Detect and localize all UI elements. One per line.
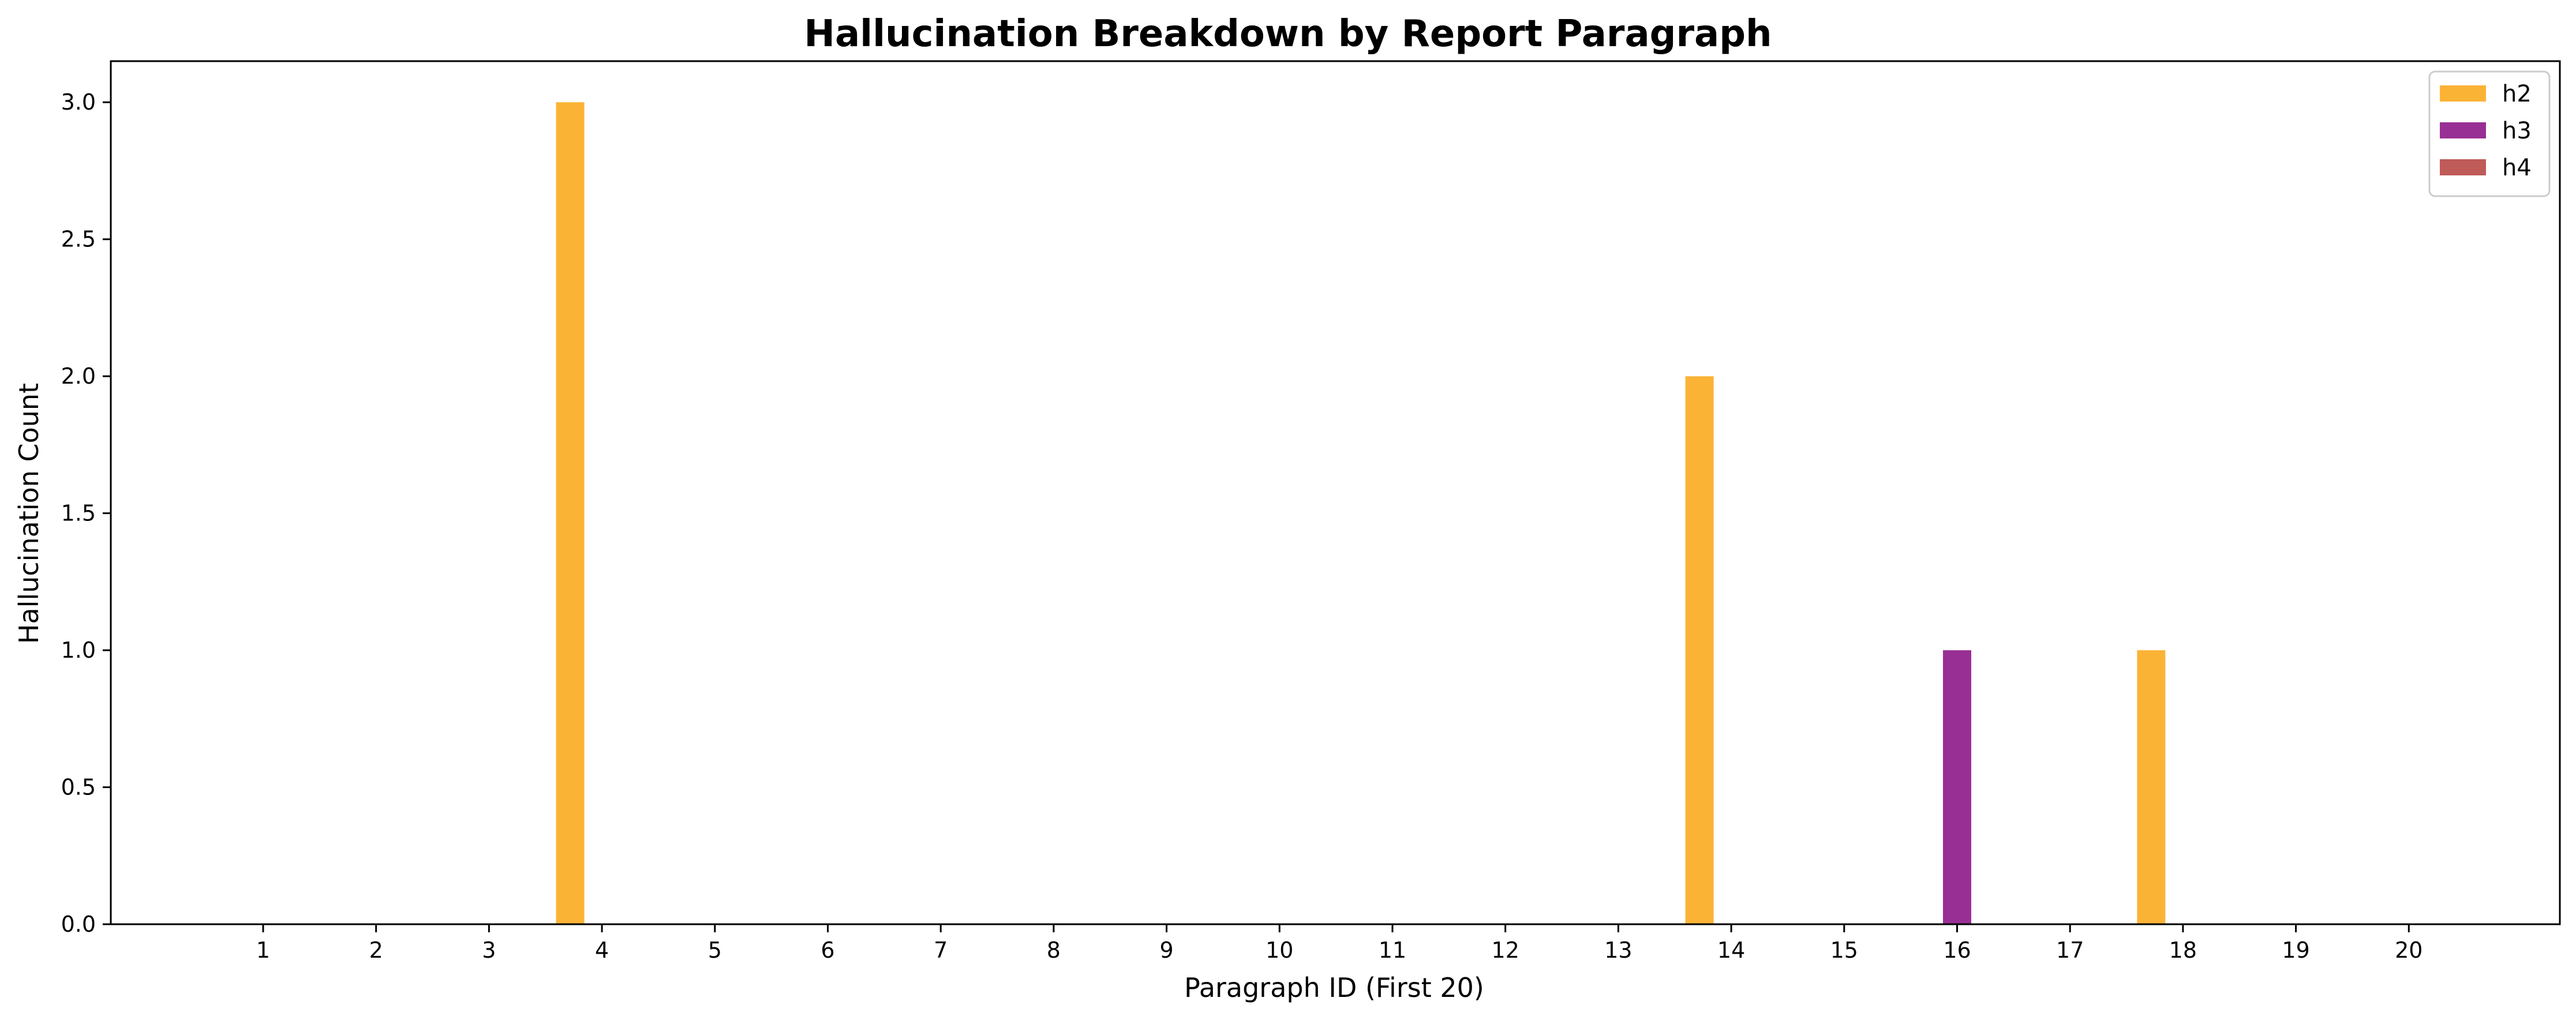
x-tick-label: 17	[2056, 937, 2084, 963]
x-tick-label: 19	[2282, 937, 2309, 963]
x-tick-label: 13	[1604, 937, 1632, 963]
x-tick-label: 1	[256, 937, 270, 963]
y-tick-label: 2.5	[61, 227, 96, 252]
x-tick-label: 9	[1160, 937, 1174, 963]
bar-h2-paragraph-18	[2137, 650, 2166, 924]
x-tick-label: 18	[2169, 937, 2197, 963]
x-tick-label: 10	[1265, 937, 1293, 963]
legend-label-h3: h3	[2502, 118, 2532, 144]
y-tick-label: 0.5	[61, 775, 96, 800]
y-tick-label: 2.0	[61, 363, 96, 389]
legend-label-h4: h4	[2502, 155, 2532, 181]
x-tick-label: 3	[482, 937, 496, 963]
y-tick-label: 0.0	[61, 912, 96, 937]
legend-swatch-h2	[2440, 85, 2486, 102]
x-tick-label: 14	[1717, 937, 1745, 963]
y-tick-label: 3.0	[61, 89, 96, 115]
bar-h2-paragraph-4	[556, 102, 585, 925]
x-tick-label: 11	[1379, 937, 1406, 963]
legend-swatch-h4	[2440, 159, 2486, 175]
x-tick-label: 6	[821, 937, 834, 963]
legend-label-h2: h2	[2502, 81, 2532, 107]
y-tick-label: 1.0	[61, 638, 96, 663]
x-tick-label: 12	[1492, 937, 1519, 963]
bar-h2-paragraph-14	[1685, 376, 1714, 924]
x-axis-label: Paragraph ID (First 20)	[1184, 972, 1484, 1003]
x-tick-label: 5	[708, 937, 722, 963]
y-axis-label: Hallucination Count	[13, 383, 44, 644]
bar-h3-paragraph-16	[1943, 650, 1971, 924]
legend: h2 h3 h4	[2428, 70, 2551, 197]
y-tick-label: 1.5	[61, 501, 96, 526]
x-tick-label: 4	[595, 937, 609, 963]
x-tick-label: 20	[2395, 937, 2423, 963]
plot-frame	[110, 60, 2561, 925]
x-tick-label: 8	[1047, 937, 1061, 963]
plot-area: 1 2 3 4 5 6 7 8 9 10 11 12 13 14 15 16 17 18 19 200.00.51.0…	[61, 60, 2561, 963]
x-tick-label: 16	[1943, 937, 1971, 963]
x-tick-label: 2	[369, 937, 383, 963]
chart-title: Hallucination Breakdown by Report Paragr…	[804, 13, 1772, 55]
legend-swatch-h3	[2440, 122, 2486, 138]
x-tick-label: 15	[1830, 937, 1858, 963]
x-tick-label: 7	[934, 937, 948, 963]
